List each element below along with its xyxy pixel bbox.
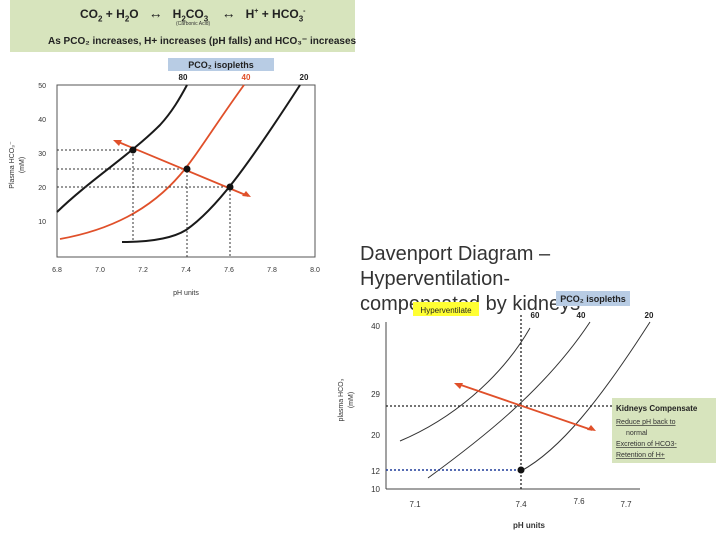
- y-axis-unit: (mM): [348, 392, 355, 408]
- equation-line: CO2 + H2O ↔ H2CO3 ↔ H+ + HCO3-: [80, 5, 306, 23]
- kidneys-compensate-box: [612, 398, 716, 463]
- iso-label-20: 20: [645, 311, 654, 320]
- x-tick-label: 7.1: [409, 500, 421, 509]
- isopleth-label: PCO₂ isopleths: [560, 294, 626, 304]
- title-line-1: Davenport Diagram – Hyperventilation-: [360, 243, 551, 290]
- hyperventilate-label: Hyperventilate: [420, 306, 472, 315]
- isopleth-80-curve: [56, 84, 188, 213]
- compensated-point: [517, 466, 525, 474]
- h2co3-sub2: 3: [203, 14, 209, 24]
- h2co3-text: H: [172, 7, 182, 21]
- y-axis-label: plasma HCO₃: [338, 378, 345, 421]
- h2o-subscript: 2: [124, 14, 130, 24]
- h2o-text: + H: [105, 7, 125, 21]
- y-tick-label: 20: [371, 431, 380, 440]
- y-tick-label: 12: [371, 467, 380, 476]
- y-tick-label: 20: [38, 185, 46, 192]
- y-ticks: 40 29 20 12 10: [371, 322, 380, 494]
- y-tick-label: 40: [38, 117, 46, 124]
- equation-caption: As PCO₂ increases, H+ increases (pH fall…: [48, 36, 357, 47]
- arrow-head-right-icon: [242, 191, 251, 197]
- h2o-tail: O: [129, 7, 139, 21]
- y-axis-unit: (mM): [19, 157, 26, 173]
- iso-label-40: 40: [577, 311, 586, 320]
- x-ticks: 7.1 7.4 7.6 7.7: [409, 497, 632, 509]
- point-pco2-20: [226, 183, 234, 191]
- isopleth-60-curve: [399, 327, 531, 442]
- h2co3-sub1: 2: [181, 14, 186, 24]
- buffer-line: [115, 140, 249, 197]
- y-tick-label: 30: [38, 151, 46, 158]
- hco3-text: + HCO: [261, 7, 299, 21]
- iso-label-80: 80: [179, 73, 188, 82]
- iso-label-20: 20: [300, 73, 309, 82]
- y-tick-label: 10: [38, 219, 46, 226]
- y-axis-label: Plasma HCO₃⁻: [9, 141, 16, 189]
- y-tick-label: 29: [371, 390, 380, 399]
- hplus-text: H: [245, 7, 255, 21]
- arrow-head-left-icon: [454, 383, 463, 389]
- co2-subscript: 2: [98, 14, 103, 24]
- x-tick-label: 7.8: [267, 267, 277, 274]
- kidneys-line-3: Excretion of HCO3-: [616, 441, 677, 448]
- y-tick-label: 50: [38, 83, 46, 90]
- isopleth-label-box: [556, 291, 630, 306]
- x-ticks: 6.8 7.0 7.2 7.4 7.6 7.8 8.0: [52, 267, 320, 274]
- kidneys-line-2: normal: [626, 430, 648, 437]
- x-tick-label: 7.7: [620, 500, 632, 509]
- davenport-chart-1: PCO₂ isopleths 80 40 20 50 40 30 20 10 6…: [9, 58, 320, 297]
- y-tick-label: 40: [371, 322, 380, 331]
- kidneys-heading: Kidneys Compensate: [616, 404, 698, 413]
- isopleth-20-curve: [520, 321, 651, 472]
- x-tick-label: 7.6: [224, 267, 234, 274]
- hplus-superscript: +: [254, 8, 259, 15]
- co2-text: CO: [80, 7, 98, 21]
- isopleth-40-curve: [427, 321, 591, 479]
- isopleth-label-box: [168, 58, 274, 71]
- arrow-head-left-icon: [113, 140, 122, 146]
- iso-label-60: 60: [531, 311, 540, 320]
- h2co3-mid: CO: [185, 7, 204, 21]
- x-tick-label: 7.4: [515, 500, 527, 509]
- x-axis-label: pH units: [173, 290, 199, 297]
- x-axis-label: pH units: [513, 521, 546, 530]
- davenport-chart-2: PCO₂ isopleths Hyperventilate 60 40 20 4…: [338, 291, 716, 530]
- kidneys-line-1: Reduce pH back to: [616, 419, 676, 426]
- hco3-superscript: -: [303, 8, 306, 15]
- x-tick-label: 8.0: [310, 267, 320, 274]
- iso-label-40: 40: [242, 73, 251, 82]
- carbonic-acid-label: (Carbonic Acid): [176, 21, 211, 27]
- x-tick-label: 7.4: [181, 267, 191, 274]
- equation-banner: CO2 + H2O ↔ H2CO3 ↔ H+ + HCO3- (Carbonic…: [10, 0, 357, 52]
- hco3-subscript: 3: [298, 14, 304, 24]
- y-tick-label: 10: [371, 485, 380, 494]
- point-pco2-40: [183, 165, 191, 173]
- isopleth-40-curve: [59, 84, 245, 240]
- buffer-line: [457, 383, 593, 431]
- y-ticks: 50 40 30 20 10: [38, 83, 46, 226]
- x-tick-label: 7.0: [95, 267, 105, 274]
- isopleth-label: PCO₂ isopleths: [188, 60, 254, 70]
- isopleth-20-curve: [121, 84, 301, 243]
- kidneys-line-4: Retention of H+: [616, 452, 665, 459]
- x-tick-label: 7.2: [138, 267, 148, 274]
- hyperventilate-box: [413, 302, 479, 316]
- x-tick-label: 6.8: [52, 267, 62, 274]
- x-tick-label: 7.6: [573, 497, 585, 506]
- equilibrium-arrow-icon: ↔: [221, 5, 236, 21]
- arrow-head-right-icon: [587, 425, 596, 431]
- equilibrium-arrow-icon: ↔: [148, 5, 163, 21]
- point-pco2-80: [129, 146, 137, 154]
